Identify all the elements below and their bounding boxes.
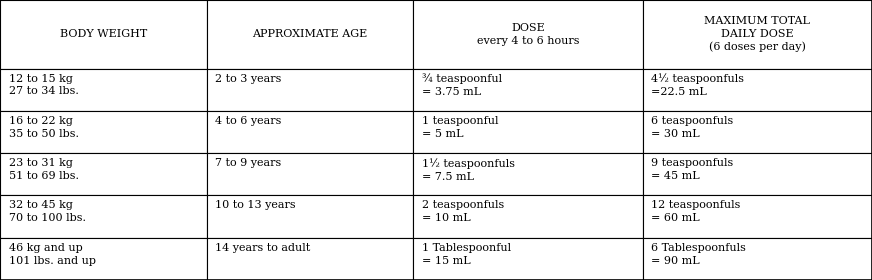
Text: MAXIMUM TOTAL
DAILY DOSE
(6 doses per day): MAXIMUM TOTAL DAILY DOSE (6 doses per da… — [705, 16, 810, 52]
Bar — [643, 111, 872, 153]
Bar — [0, 238, 207, 280]
Text: 14 years to adult: 14 years to adult — [215, 243, 310, 253]
Text: 1½ teaspoonfuls
= 7.5 mL: 1½ teaspoonfuls = 7.5 mL — [422, 158, 515, 182]
Text: DOSE
every 4 to 6 hours: DOSE every 4 to 6 hours — [477, 23, 579, 46]
Bar — [0, 111, 207, 153]
Text: 16 to 22 kg
35 to 50 lbs.: 16 to 22 kg 35 to 50 lbs. — [9, 116, 78, 139]
Bar — [0, 69, 207, 111]
Text: BODY WEIGHT: BODY WEIGHT — [59, 29, 147, 39]
Text: 1 teaspoonful
= 5 mL: 1 teaspoonful = 5 mL — [422, 116, 499, 139]
Bar — [207, 195, 413, 238]
Text: 12 teaspoonfuls
= 60 mL: 12 teaspoonfuls = 60 mL — [651, 200, 740, 223]
Bar — [207, 111, 413, 153]
Bar — [643, 69, 872, 111]
Bar — [643, 0, 872, 69]
Text: 46 kg and up
101 lbs. and up: 46 kg and up 101 lbs. and up — [9, 243, 96, 265]
Bar — [207, 69, 413, 111]
Bar — [413, 153, 643, 195]
Bar — [413, 69, 643, 111]
Text: ¾ teaspoonful
= 3.75 mL: ¾ teaspoonful = 3.75 mL — [422, 74, 502, 97]
Bar — [0, 153, 207, 195]
Bar — [413, 111, 643, 153]
Bar — [207, 0, 413, 69]
Text: 9 teaspoonfuls
= 45 mL: 9 teaspoonfuls = 45 mL — [651, 158, 733, 181]
Bar — [413, 0, 643, 69]
Text: 4½ teaspoonfuls
=22.5 mL: 4½ teaspoonfuls =22.5 mL — [651, 74, 745, 97]
Text: 32 to 45 kg
70 to 100 lbs.: 32 to 45 kg 70 to 100 lbs. — [9, 200, 85, 223]
Text: 2 to 3 years: 2 to 3 years — [215, 74, 282, 84]
Bar — [0, 195, 207, 238]
Bar — [413, 195, 643, 238]
Text: 7 to 9 years: 7 to 9 years — [215, 158, 282, 168]
Text: 6 Tablespoonfuls
= 90 mL: 6 Tablespoonfuls = 90 mL — [651, 243, 746, 265]
Bar — [413, 238, 643, 280]
Bar — [643, 153, 872, 195]
Text: 2 teaspoonfuls
= 10 mL: 2 teaspoonfuls = 10 mL — [422, 200, 504, 223]
Text: 12 to 15 kg
27 to 34 lbs.: 12 to 15 kg 27 to 34 lbs. — [9, 74, 78, 96]
Text: 4 to 6 years: 4 to 6 years — [215, 116, 282, 126]
Text: APPROXIMATE AGE: APPROXIMATE AGE — [252, 29, 368, 39]
Text: 23 to 31 kg
51 to 69 lbs.: 23 to 31 kg 51 to 69 lbs. — [9, 158, 78, 181]
Text: 6 teaspoonfuls
= 30 mL: 6 teaspoonfuls = 30 mL — [651, 116, 733, 139]
Bar — [207, 153, 413, 195]
Bar — [643, 238, 872, 280]
Bar — [0, 0, 207, 69]
Text: 1 Tablespoonful
= 15 mL: 1 Tablespoonful = 15 mL — [422, 243, 511, 265]
Bar — [207, 238, 413, 280]
Text: 10 to 13 years: 10 to 13 years — [215, 200, 296, 211]
Bar — [643, 195, 872, 238]
